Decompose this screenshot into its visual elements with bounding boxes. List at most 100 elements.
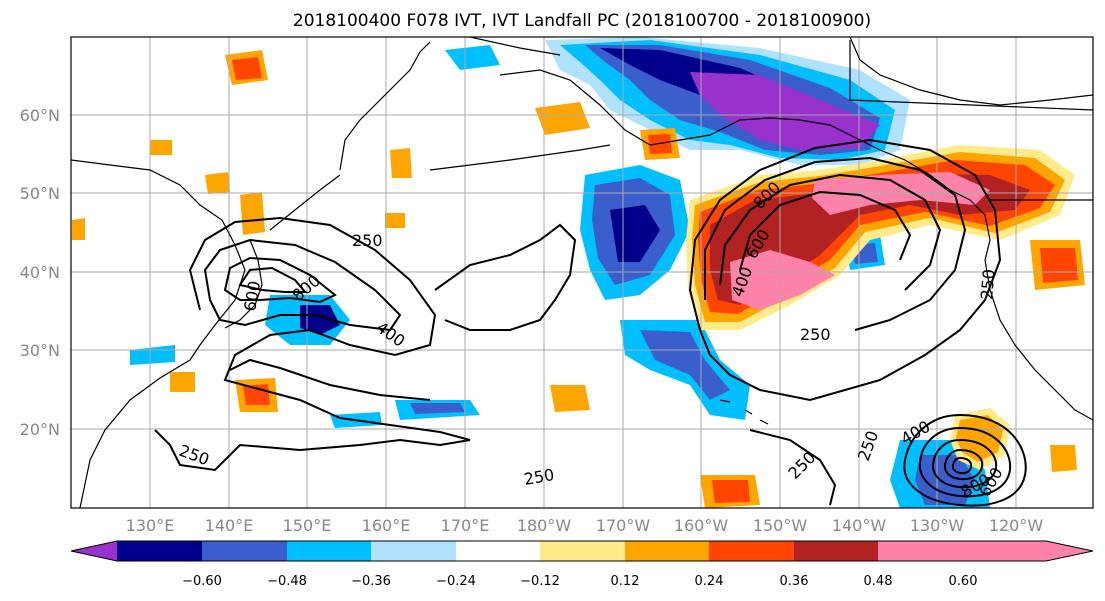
colorbar-tick-label: −0.36 bbox=[351, 574, 391, 589]
colorbar-segment bbox=[878, 541, 963, 561]
negative-anomaly-region-alaska-max bbox=[690, 72, 880, 150]
contour-250-asia bbox=[154, 216, 471, 472]
positive-anomaly-patch bbox=[385, 213, 405, 228]
contour-hurricane-4 bbox=[943, 448, 984, 481]
contour-800-east bbox=[739, 190, 912, 271]
colorbar-segment bbox=[456, 541, 540, 561]
lon-label: 130°W bbox=[910, 516, 965, 535]
colorbar-tick-label: 0.24 bbox=[695, 574, 724, 589]
contour-label: 250 bbox=[800, 325, 831, 344]
lat-label: 60°N bbox=[20, 106, 60, 125]
lon-label: 130°E bbox=[126, 516, 175, 535]
contour-250-south bbox=[229, 358, 431, 401]
coastline-hawaii bbox=[719, 399, 769, 425]
positive-anomaly-patch bbox=[150, 140, 172, 155]
colorbar: −0.60 −0.48 −0.36 −0.24 −0.12 0.12 0.24 … bbox=[70, 540, 1094, 589]
lon-label: 180°W bbox=[517, 516, 572, 535]
graticule bbox=[71, 37, 1093, 508]
positive-anomaly-patch bbox=[1050, 445, 1077, 472]
colorbar-segment bbox=[709, 541, 794, 561]
contour-label: 250 bbox=[977, 268, 999, 300]
coastline-kurils bbox=[269, 174, 341, 231]
lon-label: 140°W bbox=[832, 516, 887, 535]
positive-anomaly-patch bbox=[240, 192, 265, 235]
contour-600-east bbox=[719, 173, 942, 291]
contour-hurricane-5 bbox=[951, 456, 973, 475]
contour-250-hawaii bbox=[749, 429, 837, 506]
lat-label: 30°N bbox=[20, 341, 60, 360]
border-us-canada bbox=[849, 40, 1093, 201]
lon-label: 170°E bbox=[441, 516, 490, 535]
colorbar-tick-label: 0.36 bbox=[780, 574, 809, 589]
coastline-alaska bbox=[499, 69, 881, 151]
lon-label: 150°E bbox=[283, 516, 332, 535]
map-title: 2018100400 F078 IVT, IVT Landfall PC (20… bbox=[293, 11, 871, 31]
colorbar-tick-label: 0.60 bbox=[949, 574, 978, 589]
colorbar-tick-label: 0.48 bbox=[864, 574, 893, 589]
contour-hurricane-outer bbox=[903, 413, 1027, 507]
colorbar-segment bbox=[794, 541, 878, 561]
colorbar-tick-label: −0.60 bbox=[182, 574, 222, 589]
negative-anomaly-region-hurricane-core bbox=[915, 455, 975, 505]
lon-label: 160°E bbox=[362, 516, 411, 535]
colorbar-segment bbox=[540, 541, 625, 561]
positive-anomaly-patch bbox=[390, 148, 412, 178]
contour-800-asia bbox=[238, 266, 308, 293]
coastline-asia bbox=[71, 159, 246, 508]
contour-label: 250 bbox=[352, 231, 383, 250]
positive-anomaly-patch bbox=[232, 57, 262, 80]
lon-label: 170°W bbox=[596, 516, 651, 535]
lon-label: 150°W bbox=[753, 516, 808, 535]
colorbar-segment bbox=[287, 541, 371, 561]
contour-hurricane-2 bbox=[918, 426, 1012, 498]
positive-anomaly-patch bbox=[648, 134, 672, 154]
lon-label: 140°E bbox=[205, 516, 254, 535]
colorbar-extend-high bbox=[963, 541, 1093, 561]
positive-anomaly-patch bbox=[170, 372, 195, 392]
negative-anomaly-region-central-core bbox=[640, 330, 730, 400]
coastline-uswest bbox=[984, 259, 1093, 421]
lon-label: 160°W bbox=[674, 516, 729, 535]
coastline-japan bbox=[224, 239, 263, 329]
colorbar-outline bbox=[70, 540, 1094, 562]
negative-anomaly-patch bbox=[445, 45, 500, 70]
colorbar-segment bbox=[202, 541, 287, 561]
lat-label: 50°N bbox=[20, 184, 60, 203]
map-content: 250 800 400 600 250 800 600 400 250 250 … bbox=[71, 37, 1093, 508]
contour-250-east bbox=[688, 138, 1002, 402]
colorbar-segment bbox=[371, 541, 456, 561]
positive-anomaly-patch bbox=[550, 385, 590, 412]
colorbar-tick-label: −0.12 bbox=[520, 574, 560, 589]
longitude-labels: 130°E 140°E 150°E 160°E 170°E 180°W 170°… bbox=[126, 516, 1044, 535]
positive-anomaly-patch bbox=[712, 480, 750, 503]
lat-label: 20°N bbox=[20, 420, 60, 439]
contour-hurricane-3 bbox=[931, 438, 998, 489]
coastline-kamchatka bbox=[339, 41, 431, 171]
ivt-contours bbox=[154, 138, 1027, 507]
coastline-canada bbox=[879, 149, 991, 261]
colorbar-segment bbox=[625, 541, 709, 561]
positive-anomaly-patch bbox=[205, 172, 230, 194]
negative-anomaly-region-japan-core bbox=[300, 305, 340, 335]
positive-anomaly-patch bbox=[243, 384, 270, 405]
colorbar-tick-label: 0.12 bbox=[611, 574, 640, 589]
latitude-labels: 60°N 50°N 40°N 30°N 20°N bbox=[20, 106, 60, 439]
positive-anomaly-patch bbox=[535, 102, 590, 135]
contour-400-asia bbox=[203, 238, 402, 332]
contour-400-east bbox=[704, 156, 967, 331]
colorbar-extend-low bbox=[71, 541, 117, 561]
coastline-arctic bbox=[469, 37, 1093, 106]
contour-600-asia bbox=[223, 256, 337, 304]
positive-anomaly-region-ar-max bbox=[730, 250, 835, 310]
colorbar-segment bbox=[117, 541, 202, 561]
lon-label: 120°W bbox=[989, 516, 1044, 535]
map-border bbox=[70, 36, 1094, 509]
coastline-aleutians bbox=[429, 144, 611, 171]
negative-anomaly-patch bbox=[410, 403, 465, 414]
coastlines bbox=[71, 37, 1093, 508]
positive-anomaly-patch bbox=[1040, 248, 1078, 283]
positive-anomaly-patch bbox=[72, 218, 85, 240]
contour-250-central bbox=[434, 223, 577, 331]
lat-label: 40°N bbox=[20, 263, 60, 282]
